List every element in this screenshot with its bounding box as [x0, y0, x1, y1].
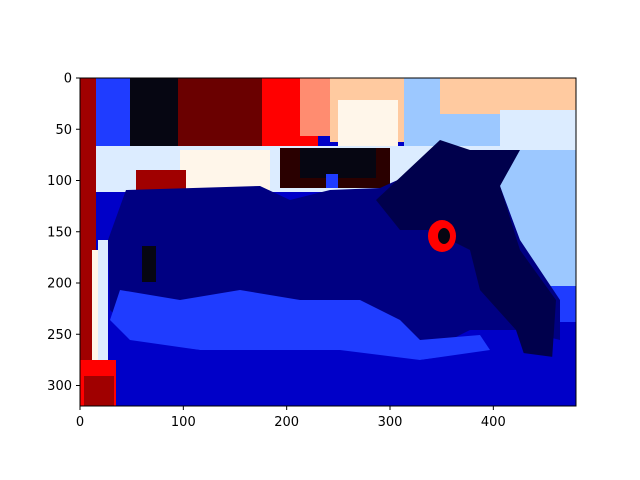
- heatmap-patch-sky-peach-right: [440, 78, 576, 114]
- heatmap-patch-lower-midblue: [110, 290, 490, 360]
- heatmap-spot-left: [142, 246, 156, 282]
- heatmap-patch-left-strip-white: [92, 250, 98, 360]
- y-tick-label: 250: [47, 328, 72, 343]
- axes-frame: [79, 77, 577, 407]
- y-tick-label: 300: [47, 379, 72, 394]
- heatmap-patch-bottom-left-darkred: [84, 376, 114, 406]
- plot-area: [80, 78, 576, 406]
- y-tick-label: 100: [47, 174, 72, 189]
- y-tick-label: 0: [64, 72, 72, 87]
- x-tick-label: 300: [378, 415, 403, 430]
- heatmap-patch-horizon-cream: [180, 150, 270, 190]
- heatmap-patch-dark-navy: [376, 140, 556, 372]
- heatmap-patch-left-strip-pale: [98, 240, 108, 360]
- y-axis: 0 50 100 150 200 250 300: [47, 72, 80, 394]
- heatmap-patch-sky-maroon: [178, 78, 270, 150]
- y-tick-label: 50: [55, 123, 72, 138]
- y-tick-label: 200: [47, 277, 72, 292]
- heatmap-patch-bottom-blue: [110, 340, 576, 406]
- heatmap-spot-small: [326, 174, 338, 188]
- x-tick-label: 100: [171, 415, 196, 430]
- x-tick-label: 400: [481, 415, 506, 430]
- heatmap-patch-sky-cream: [338, 100, 398, 146]
- heatmap-patch-horizon-black: [300, 148, 376, 178]
- x-axis: 0 100 200 300 400: [76, 406, 506, 430]
- heatmap-spot-center: [438, 228, 450, 244]
- y-tick-label: 150: [47, 225, 72, 240]
- x-tick-label: 200: [274, 415, 299, 430]
- x-tick-label: 0: [76, 415, 84, 430]
